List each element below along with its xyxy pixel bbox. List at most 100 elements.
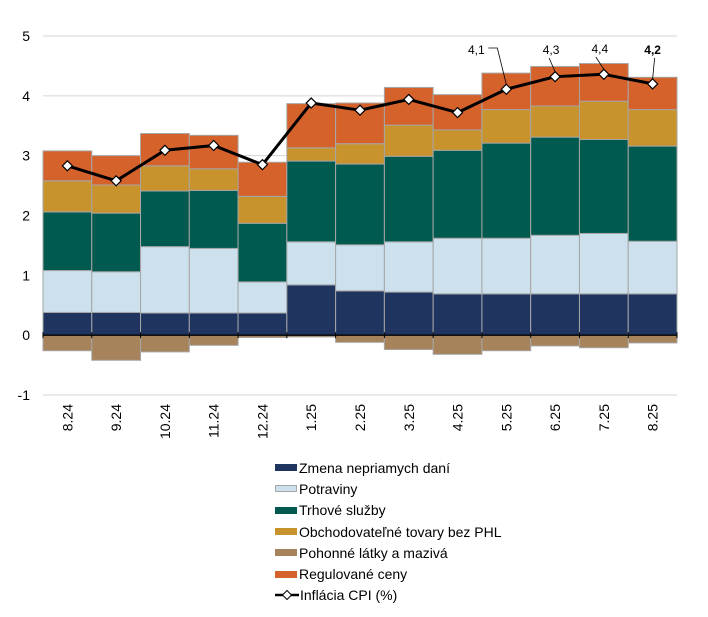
y-tick-label: 3 [22, 148, 30, 164]
bar-segment [335, 290, 385, 336]
cpi-marker [549, 70, 561, 83]
x-tick-label: 1.25 [303, 404, 319, 431]
data-labels: 4,1 4,3 4,4 4,2 [468, 42, 661, 85]
bar-segment [91, 271, 142, 313]
bar-segment [383, 291, 434, 336]
cpi-marker [207, 139, 220, 152]
y-tick-label: 5 [22, 28, 30, 44]
bar-segment [188, 189, 239, 249]
x-tick-label: 6.25 [547, 404, 563, 431]
bar-segment [286, 160, 337, 243]
cpi-marker [500, 83, 513, 96]
bar-segment [383, 155, 434, 243]
legend-item-fuels: Pohonné látky a mazivá [275, 542, 502, 563]
x-tick-label: 7.25 [596, 404, 612, 431]
bar-segment [286, 241, 337, 286]
legend-item-regulated-prices: Regulované ceny [275, 563, 502, 584]
bar-segment [627, 293, 678, 336]
data-label: 4,1 [468, 43, 485, 57]
bar-segment [432, 149, 483, 239]
bar-segment [530, 234, 580, 295]
legend-label: Obchodovateľné tovary bez PHL [299, 523, 502, 540]
bar-segment [188, 312, 239, 336]
y-tick-label: -1 [18, 387, 31, 403]
bar-segment [578, 293, 629, 336]
x-tick-label: 9.24 [108, 404, 124, 431]
bar-segment [627, 334, 678, 344]
bar-segment [237, 281, 288, 314]
x-tick-label: 5.25 [498, 404, 514, 431]
bar-segment [42, 270, 93, 313]
bar-segment [578, 100, 629, 141]
bar-segment [42, 311, 93, 336]
bar-segment [140, 246, 190, 314]
cpi-marker [256, 158, 269, 171]
bar-segment [432, 237, 483, 295]
bar-segment [91, 311, 142, 336]
bar-segment [627, 240, 678, 295]
bar-segment [286, 147, 337, 162]
legend-label: Zmena nepriamych daní [299, 459, 450, 476]
legend-item-taxes: Zmena nepriamych daní [275, 457, 502, 478]
x-axis-baseline [42, 332, 678, 339]
bar-segment [481, 109, 532, 144]
leader-line [595, 56, 605, 70]
cpi-marker [61, 159, 74, 172]
bar-segment [530, 136, 580, 236]
bar-segment [578, 232, 629, 295]
legend-item-tradable-goods: Obchodovateľné tovary bez PHL [275, 521, 502, 542]
bar-segment [481, 334, 532, 352]
cpi-marker [402, 93, 415, 106]
bar-segment [335, 163, 385, 246]
bar-segment [383, 86, 434, 126]
leader-line [652, 57, 656, 79]
bar-segment [383, 241, 434, 293]
cpi-marker [646, 78, 659, 90]
bar-segment [578, 139, 629, 234]
bar-segment [140, 190, 190, 248]
bar-segment [286, 103, 337, 149]
bar-segment [140, 165, 190, 192]
bar-segment [91, 334, 142, 361]
legend-item-market-services: Trhové služby [275, 500, 502, 521]
data-label: 4,3 [543, 43, 560, 57]
bar-segment [578, 334, 629, 349]
cpi-marker [305, 97, 318, 109]
legend-swatch [275, 549, 297, 557]
legend-swatch [275, 485, 297, 493]
bar-segment [335, 244, 385, 292]
bar-segment [530, 293, 580, 336]
legend-label: Pohonné látky a mazivá [299, 544, 448, 561]
leader-line [488, 47, 507, 85]
bar-segment [627, 109, 678, 147]
data-label: 4,2 [644, 43, 661, 57]
cpi-marker [597, 68, 610, 81]
bar-segment [42, 211, 93, 272]
bar-segment [383, 124, 434, 157]
bar-segment [91, 212, 142, 273]
legend-label: Inflácia CPI (%) [300, 587, 398, 604]
bar-segment [481, 142, 532, 239]
legend-swatch [275, 528, 297, 536]
cpi-line-series [61, 68, 659, 187]
bar-segment [335, 334, 385, 343]
bar-segment [286, 284, 337, 336]
bar-segment [237, 222, 288, 283]
bar-segment [188, 247, 239, 314]
y-tick-label: 2 [22, 208, 30, 224]
bar-segment [530, 334, 580, 347]
bar-segment [140, 312, 190, 336]
y-tick-label: 1 [22, 267, 30, 283]
y-axis: -1 0 1 2 3 4 5 [18, 28, 31, 403]
cpi-marker [110, 174, 123, 187]
legend-label: Trhové služby [299, 502, 386, 519]
bar-segment [383, 334, 434, 351]
x-tick-label: 4.25 [450, 404, 466, 431]
y-tick-label: 0 [22, 327, 30, 343]
bar-segment [140, 334, 190, 353]
bar-segment [432, 334, 483, 355]
legend-item-food: Potraviny [275, 478, 502, 499]
x-tick-label: 10.24 [157, 404, 173, 439]
legend-swatch [275, 464, 297, 472]
bar-segment [335, 143, 385, 165]
